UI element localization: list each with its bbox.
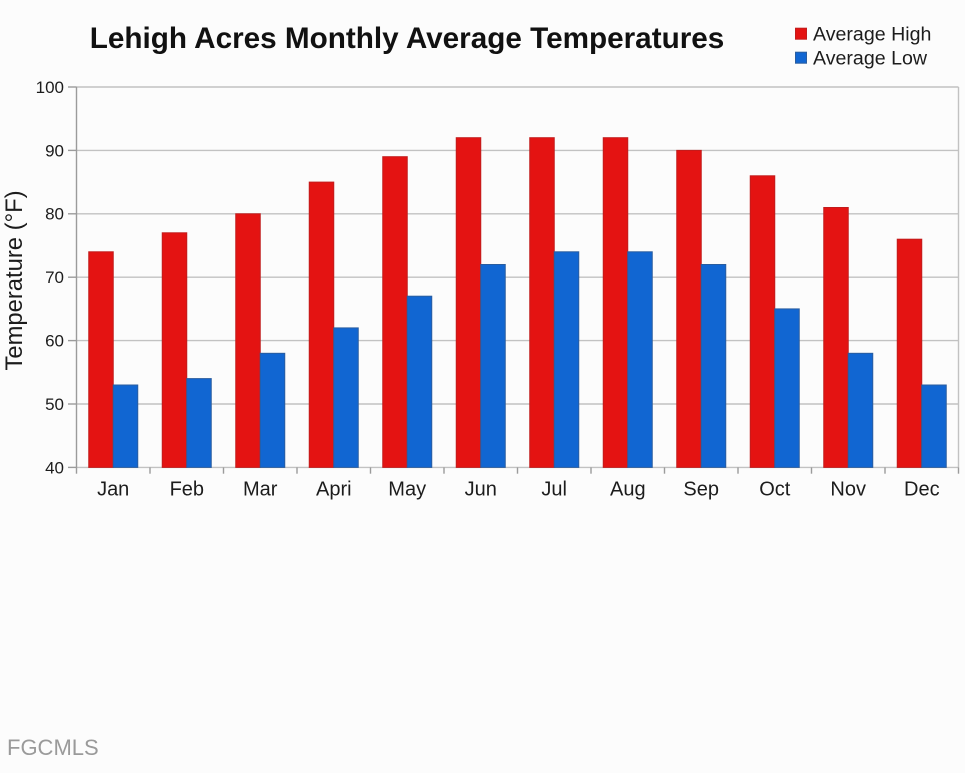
svg-text:40: 40 (45, 458, 64, 477)
svg-text:Mar: Mar (243, 479, 278, 501)
svg-text:Oct: Oct (759, 479, 791, 501)
svg-text:Jan: Jan (97, 479, 129, 501)
svg-text:Feb: Feb (170, 479, 204, 501)
svg-text:50: 50 (45, 395, 64, 414)
svg-text:Jul: Jul (541, 479, 567, 501)
svg-text:60: 60 (45, 332, 64, 351)
svg-text:Apri: Apri (316, 479, 352, 501)
svg-text:Aug: Aug (610, 479, 646, 501)
svg-text:90: 90 (45, 141, 64, 160)
svg-text:Average High: Average High (813, 23, 931, 45)
svg-text:Average Low: Average Low (813, 47, 928, 69)
svg-text:Sep: Sep (683, 479, 719, 501)
svg-text:Temperature (°F): Temperature (°F) (1, 190, 28, 370)
svg-text:FGCMLS: FGCMLS (7, 735, 99, 760)
svg-text:Jun: Jun (465, 479, 497, 501)
svg-text:80: 80 (45, 205, 64, 224)
svg-text:Nov: Nov (830, 479, 866, 501)
svg-text:Dec: Dec (904, 479, 940, 501)
svg-text:May: May (388, 479, 426, 501)
svg-text:Lehigh Acres Monthly Average T: Lehigh Acres Monthly Average Temperature… (90, 22, 725, 55)
svg-text:70: 70 (45, 268, 64, 287)
svg-text:100: 100 (36, 78, 64, 97)
